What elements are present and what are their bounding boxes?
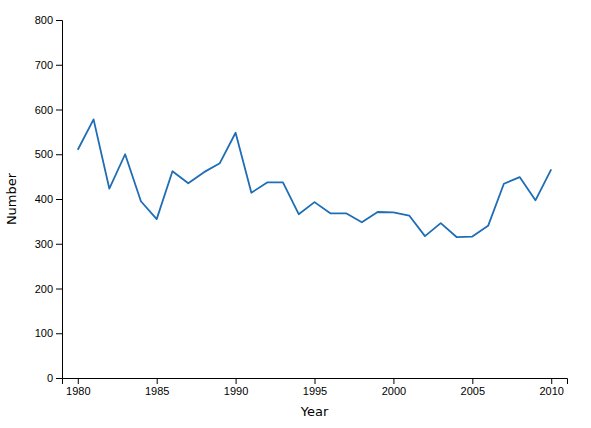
y-tick: 500 [35,148,62,160]
y-tick: 400 [35,193,62,205]
y-axis: 0 100 200 300 400 500 600 700 800 [35,14,63,384]
y-tick-mark [56,244,62,245]
y-tick: 600 [35,104,62,116]
x-axis-line [63,379,568,385]
y-tick-mark [56,199,62,200]
y-tick: 300 [35,238,62,250]
x-tick: 2005 [461,378,485,397]
x-tick-mark [78,378,79,384]
x-tick: 1995 [303,378,327,397]
x-axis: 1980 1985 1990 1995 2000 2005 2010 [63,378,568,397]
x-axis-title: Year [300,404,329,419]
y-axis-title: Number [4,172,19,225]
y-tick-mark [56,289,62,290]
y-tick-label: 600 [35,104,53,116]
y-tick-mark [56,154,62,155]
y-tick: 200 [35,283,62,295]
x-tick-mark [551,378,552,384]
y-axis-line [56,21,63,379]
chart-svg: 1980 1985 1990 1995 2000 2005 2010 0 100 200 300 40… [0,0,591,428]
y-tick-label: 400 [35,193,53,205]
x-tick: 1985 [145,378,169,397]
y-tick-mark [56,378,62,379]
x-tick-label: 2005 [461,385,485,397]
data-line [78,119,551,237]
y-tick: 700 [35,59,62,71]
y-tick-label: 300 [35,238,53,250]
x-tick-mark [315,378,316,384]
y-tick-label: 500 [35,148,53,160]
plot-area: 1980 1985 1990 1995 2000 2005 2010 0 100 200 300 40… [35,14,568,397]
x-tick-mark [393,378,394,384]
x-tick: 1990 [224,378,248,397]
y-tick-label: 100 [35,327,53,339]
y-tick-mark [56,20,62,21]
y-tick-mark [56,110,62,111]
y-tick-mark [56,333,62,334]
x-tick-label: 2010 [539,385,563,397]
x-tick-label: 1995 [303,385,327,397]
y-tick: 800 [35,14,62,26]
x-tick-mark [157,378,158,384]
x-tick-label: 1990 [224,385,248,397]
x-tick-mark [236,378,237,384]
x-tick: 2010 [539,378,563,397]
x-tick-label: 1980 [66,385,90,397]
y-tick-mark [56,65,62,66]
x-tick: 1980 [66,378,90,397]
y-tick-label: 200 [35,283,53,295]
x-tick-label: 2000 [382,385,406,397]
y-tick-label: 700 [35,59,53,71]
x-tick-label: 1985 [145,385,169,397]
chart-container: 1980 1985 1990 1995 2000 2005 2010 0 100 200 300 40… [0,0,591,428]
y-tick: 0 [47,372,62,384]
marks [78,119,551,237]
y-tick: 100 [35,327,62,339]
x-tick-mark [472,378,473,384]
y-tick-label: 800 [35,14,53,26]
y-tick-label: 0 [47,372,53,384]
x-tick: 2000 [382,378,406,397]
